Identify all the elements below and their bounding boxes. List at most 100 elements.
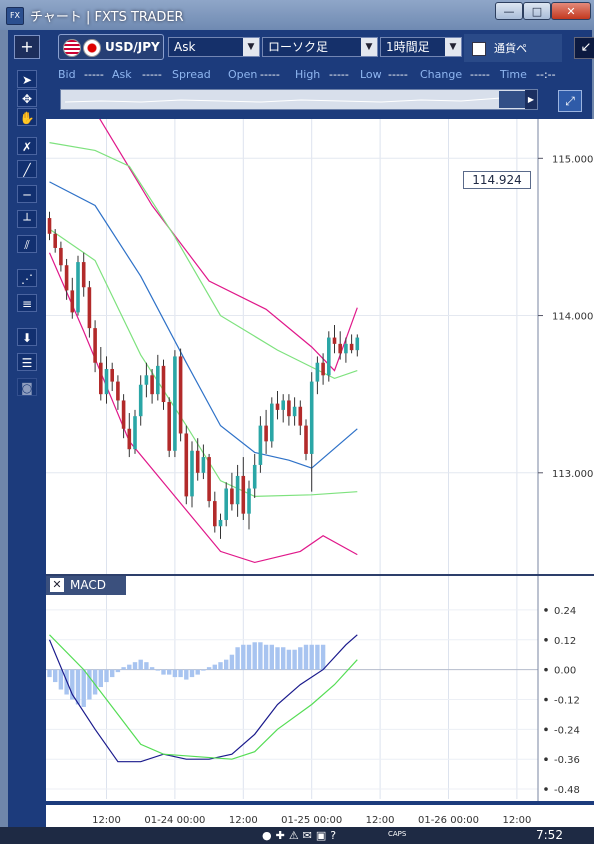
app-icon: FX — [6, 7, 24, 25]
low-label: Low — [360, 68, 382, 81]
candle-body — [252, 464, 257, 489]
candle-body — [64, 265, 69, 291]
moving-average-line — [49, 181, 358, 469]
candle-body — [59, 247, 63, 266]
candle-body — [309, 381, 314, 454]
macd-histogram-bar — [115, 669, 121, 673]
candle-body — [230, 488, 234, 505]
macd-histogram-bar — [246, 644, 252, 670]
macd-histogram-bar — [127, 664, 132, 670]
macd-histogram-bar — [206, 667, 212, 670]
period-value: 1時間足 — [386, 40, 430, 54]
y-tick-mark — [544, 637, 548, 642]
bollinger-upper-line — [99, 119, 358, 372]
macd-histogram-bar — [309, 644, 314, 670]
currency-label: 通貨ペ — [494, 42, 527, 55]
quote-bar: Bid ----- Ask ----- Spread Open ----- Hi… — [46, 65, 592, 119]
y-tick-label: 115.000 — [552, 154, 593, 165]
bid-label: Bid — [58, 68, 76, 81]
candle-body — [213, 501, 217, 527]
candle-body — [315, 362, 320, 382]
macd-y-tick-label: 0.24 — [554, 606, 576, 617]
candle-body — [127, 428, 132, 450]
ask-label: Ask — [112, 68, 132, 81]
macd-histogram-bar — [47, 669, 52, 678]
candle-body — [150, 375, 154, 395]
currency-checkbox[interactable] — [472, 42, 486, 56]
pointer-icon[interactable]: ➤ — [17, 70, 37, 88]
x-tick-label: 12:00 — [366, 815, 395, 826]
macd-histogram-bar — [53, 669, 58, 683]
currency-pair-toggle[interactable]: 通貨ペ — [464, 34, 562, 62]
candle-body — [99, 362, 103, 395]
x-tick-label: 12:00 — [229, 815, 258, 826]
macd-histogram-bar — [184, 669, 189, 680]
symbol-label: USD/JPY — [105, 40, 160, 54]
candle-body — [121, 400, 126, 429]
chart-type-select[interactable]: ローソク足 ▼ — [262, 37, 378, 57]
maximize-button[interactable]: □ — [523, 2, 551, 20]
hand-icon[interactable]: ✋ — [17, 108, 37, 126]
horizontal-line-icon[interactable]: ─ — [17, 185, 37, 203]
list-icon[interactable]: ☰ — [17, 353, 37, 371]
window-title: チャート | FXTS TRADER — [30, 10, 184, 25]
macd-histogram-bar — [70, 669, 75, 700]
vertical-line-icon[interactable]: ┴ — [17, 210, 37, 228]
minimize-button[interactable]: — — [495, 2, 523, 20]
expand-icon[interactable]: ⤢ — [558, 90, 582, 112]
candle-body — [93, 328, 97, 363]
period-select[interactable]: 1時間足 ▼ — [380, 37, 462, 57]
candle-body — [184, 433, 189, 497]
symbol-button[interactable]: USD/JPY — [58, 34, 164, 60]
chart-overview-scroller[interactable]: ▶ — [60, 89, 538, 110]
chart-area[interactable]: 113.000 114.000 115.000 0.24 0.12 0.00 -0.12 -0… — [46, 119, 594, 827]
bollinger-lower-line — [48, 252, 358, 564]
macd-title: MACD — [70, 578, 106, 592]
y-tick-mark — [544, 757, 548, 761]
y-tick-mark — [544, 608, 548, 612]
x-tick-label: 01-26 00:00 — [418, 815, 479, 826]
candle-body — [241, 475, 246, 514]
cross-icon[interactable]: ✗ — [17, 137, 37, 155]
line-icon[interactable]: ╱ — [17, 160, 37, 178]
camera-icon[interactable]: ◙ — [17, 378, 37, 396]
candle-body — [207, 457, 211, 502]
candle-body — [195, 450, 200, 473]
candle-body — [321, 362, 325, 376]
time-label: Time — [500, 68, 527, 81]
scroll-right-arrow-icon[interactable]: ▶ — [525, 90, 537, 109]
macd-histogram-bar — [58, 669, 64, 690]
candle-body — [224, 488, 228, 520]
change-label: Change — [420, 68, 463, 81]
chevron-down-icon: ▼ — [445, 38, 461, 56]
macd-histogram-bar — [144, 662, 149, 670]
candle-body — [116, 381, 120, 401]
macd-histogram-bar — [87, 669, 92, 700]
macd-histogram-bar — [298, 647, 303, 670]
overview-sparkline — [64, 97, 537, 103]
candle-body — [270, 403, 274, 442]
macd-histogram-bar — [281, 647, 286, 670]
crosshair-icon[interactable]: ✥ — [17, 89, 37, 107]
candle-body — [235, 475, 240, 505]
chart-canvas[interactable]: 113.000 114.000 115.000 0.24 0.12 0.00 -0.12 -0… — [46, 119, 594, 827]
download-icon[interactable]: ⬇ — [17, 328, 37, 346]
candle-body — [201, 457, 206, 473]
close-window-button[interactable]: ✕ — [551, 2, 591, 20]
price-type-select[interactable]: Ask ▼ — [168, 37, 260, 57]
candle-body — [87, 287, 92, 329]
price-type-value: Ask — [174, 40, 196, 54]
macd-close-icon[interactable]: ✕ — [50, 578, 64, 592]
popout-arrow-icon[interactable]: ↙ — [574, 37, 594, 59]
macd-histogram-bar — [132, 662, 138, 670]
candle-body — [287, 400, 291, 417]
macd-histogram-bar — [286, 649, 292, 670]
candle-body — [138, 384, 143, 417]
channel-icon[interactable]: ⫽ — [17, 235, 37, 253]
tray-icons[interactable]: ●✚⚠✉▣? — [262, 829, 341, 842]
macd-histogram-bar — [195, 669, 200, 675]
fibonacci-fan-icon[interactable]: ⋰ — [17, 269, 37, 287]
macd-histogram-bar — [320, 644, 326, 670]
add-chart-button[interactable]: + — [14, 35, 40, 59]
fibonacci-retracement-icon[interactable]: ≡ — [17, 294, 37, 312]
